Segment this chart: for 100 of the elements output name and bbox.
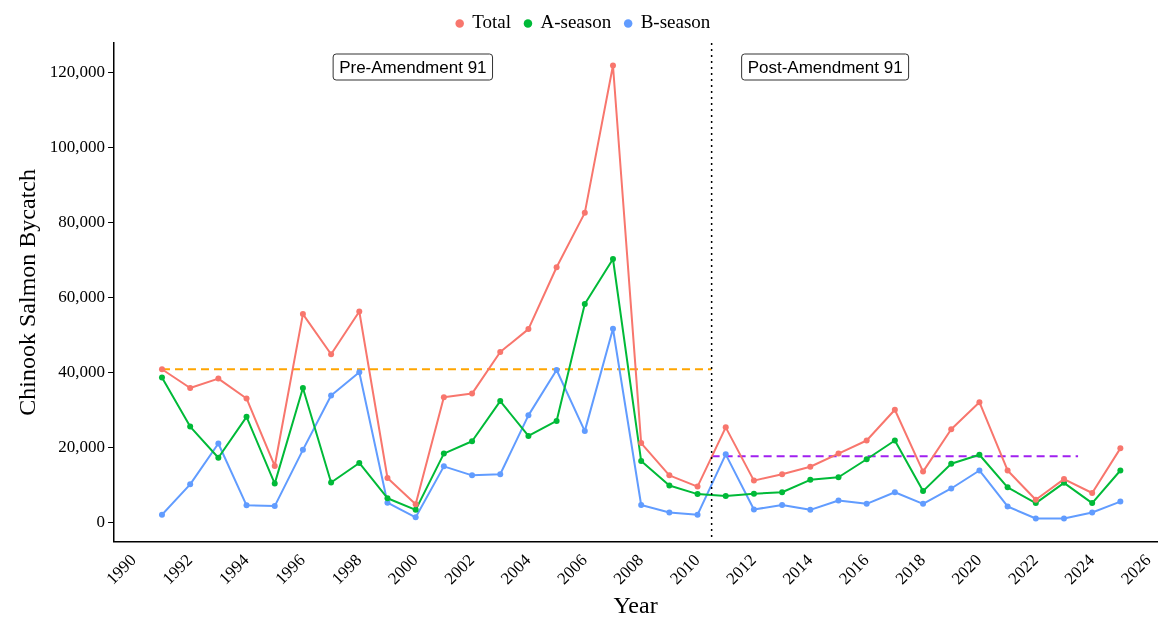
point <box>328 479 335 486</box>
point <box>1089 509 1096 516</box>
legend-label: B-season <box>640 11 711 33</box>
y-tick-label: 40,000 <box>58 362 106 382</box>
point <box>863 456 870 463</box>
point <box>807 463 814 470</box>
legend-label: A-season <box>540 11 612 33</box>
point <box>243 502 250 509</box>
point <box>920 468 927 475</box>
point <box>243 413 250 420</box>
point <box>469 390 476 397</box>
point <box>976 467 983 474</box>
point <box>722 424 729 431</box>
point <box>779 489 786 496</box>
point <box>158 511 165 518</box>
annotation: Pre-Amendment 91 <box>339 57 487 77</box>
point <box>412 501 419 508</box>
point <box>666 472 673 479</box>
point <box>187 481 194 488</box>
point <box>609 325 616 332</box>
point <box>835 497 842 504</box>
point <box>920 488 927 495</box>
point <box>299 311 306 318</box>
point <box>412 514 419 521</box>
y-tick-label: 60,000 <box>58 287 106 307</box>
point <box>609 62 616 69</box>
point <box>271 462 278 469</box>
point <box>666 509 673 516</box>
point <box>835 474 842 481</box>
point <box>1117 498 1124 505</box>
point <box>553 366 560 373</box>
point <box>497 348 504 355</box>
y-tick-label: 80,000 <box>58 212 106 232</box>
point <box>243 395 250 402</box>
point <box>328 392 335 399</box>
point <box>835 450 842 457</box>
point <box>525 432 532 439</box>
point <box>666 482 673 489</box>
point <box>158 374 165 381</box>
point <box>497 471 504 478</box>
point <box>750 490 757 497</box>
point <box>807 506 814 513</box>
point <box>553 417 560 424</box>
point <box>581 300 588 307</box>
point <box>215 440 222 447</box>
point <box>1004 503 1011 510</box>
point <box>1089 500 1096 507</box>
point <box>694 511 701 518</box>
point <box>440 394 447 401</box>
point <box>271 503 278 510</box>
legend-label: Total <box>472 11 511 33</box>
point <box>750 477 757 484</box>
point <box>779 501 786 508</box>
point <box>863 500 870 507</box>
point <box>976 399 983 406</box>
point <box>215 454 222 461</box>
point <box>440 450 447 457</box>
y-axis-title: Chinook Salmon Bycatch <box>13 169 40 416</box>
point <box>356 459 363 466</box>
point <box>497 398 504 405</box>
point <box>299 446 306 453</box>
point <box>581 428 588 435</box>
point <box>356 308 363 315</box>
point <box>1004 467 1011 474</box>
point <box>920 500 927 507</box>
point <box>750 506 757 513</box>
point <box>440 463 447 470</box>
point <box>328 351 335 358</box>
point <box>891 437 898 444</box>
point <box>215 375 222 382</box>
point <box>694 483 701 490</box>
point <box>694 491 701 498</box>
point <box>384 474 391 481</box>
point <box>779 471 786 478</box>
y-tick-label: 120,000 <box>49 62 106 82</box>
point <box>1060 515 1067 522</box>
y-tick-label: 20,000 <box>58 437 106 457</box>
point <box>807 476 814 483</box>
point <box>638 458 645 465</box>
point <box>722 451 729 458</box>
point <box>609 255 616 262</box>
point <box>187 384 194 391</box>
point <box>1089 489 1096 496</box>
point <box>638 501 645 508</box>
point <box>1117 467 1124 474</box>
point <box>976 451 983 458</box>
point <box>891 406 898 413</box>
point <box>356 369 363 376</box>
point <box>581 209 588 216</box>
point <box>891 489 898 496</box>
point <box>469 472 476 479</box>
point <box>722 492 729 499</box>
x-axis-title: Year <box>613 591 658 618</box>
point <box>1117 445 1124 452</box>
point <box>553 264 560 271</box>
y-tick-label: 0 <box>96 512 106 532</box>
point <box>1004 484 1011 491</box>
point <box>469 438 476 445</box>
point <box>948 485 955 492</box>
point <box>1032 515 1039 522</box>
